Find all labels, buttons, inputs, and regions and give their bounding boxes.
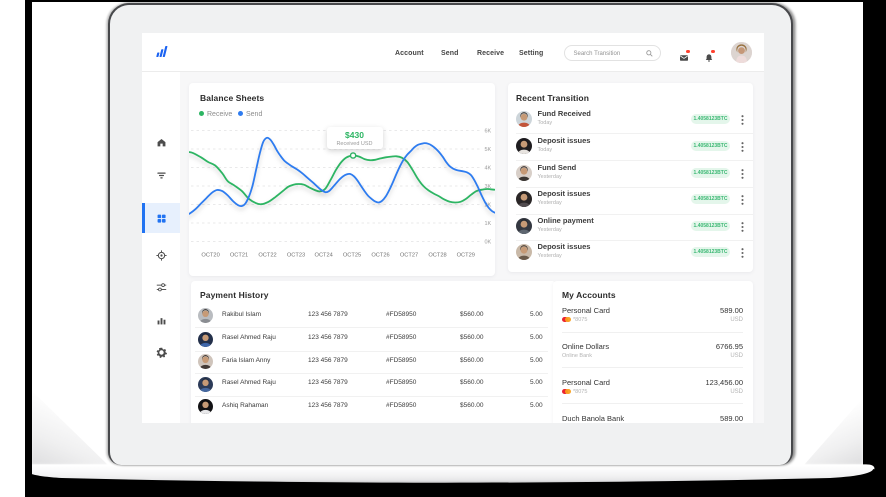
svg-text:3K: 3K [485, 184, 492, 190]
svg-text:OCT20: OCT20 [201, 253, 219, 259]
svg-text:OCT29: OCT29 [457, 253, 475, 259]
svg-text:4K: 4K [485, 166, 492, 172]
svg-text:0K: 0K [485, 240, 492, 246]
svg-text:OCT28: OCT28 [428, 253, 446, 259]
svg-text:5K: 5K [485, 147, 492, 153]
svg-text:6K: 6K [485, 129, 492, 135]
svg-text:OCT27: OCT27 [400, 253, 418, 259]
svg-text:OCT26: OCT26 [371, 253, 389, 259]
svg-text:OCT22: OCT22 [258, 253, 276, 259]
svg-text:OCT24: OCT24 [315, 253, 333, 259]
svg-text:1K: 1K [485, 221, 492, 227]
svg-text:OCT25: OCT25 [343, 253, 361, 259]
svg-text:OCT21: OCT21 [230, 253, 248, 259]
svg-text:OCT23: OCT23 [287, 253, 305, 259]
